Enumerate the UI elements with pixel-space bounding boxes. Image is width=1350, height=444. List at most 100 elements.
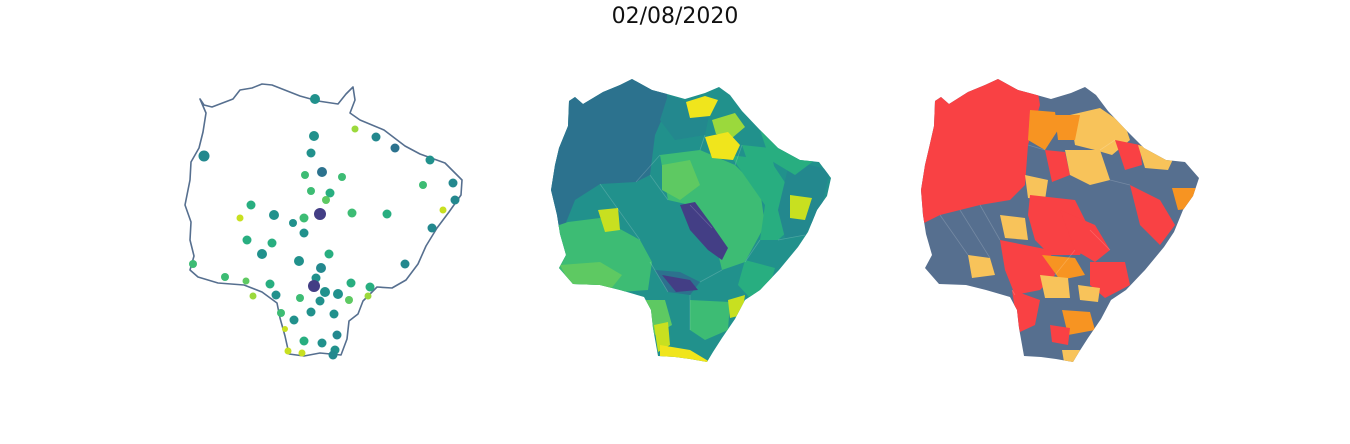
map-dot [371,132,381,142]
map-dot [221,273,229,281]
figure-title: 02/08/2020 [611,4,739,29]
map-dot [322,196,330,204]
map-dot [306,148,316,158]
map-dot [324,249,334,259]
map-dot [308,280,320,292]
map-dot [242,235,252,245]
map-dot [265,279,275,289]
region-center-green [662,160,700,200]
cat-region-center-red-2 [1060,210,1110,262]
map-dot [316,263,326,273]
map-dot [317,338,327,348]
map-dot [351,125,359,133]
map-dot [325,188,335,198]
map-dot [345,296,353,304]
cat-region-sw-yellow [968,255,995,278]
map-dot [338,173,346,181]
map-dot [289,315,299,325]
map-dot [277,309,285,317]
cat-region-north-orange-2 [1055,115,1080,140]
map-dot [314,208,326,220]
map-dot [332,330,342,340]
map-dot [320,287,330,297]
cat-region-south-yellow [1040,275,1070,298]
map-dot [269,210,279,220]
map-dot [390,143,400,153]
region-south-green-2 [690,300,730,340]
cat-region-bottom-orange [1062,310,1095,335]
map-dot [298,349,306,357]
map-dot [310,94,320,104]
map-dot [315,296,325,306]
map-dot [236,214,244,222]
map-dot [257,249,267,259]
cat-region-tip-yellow [1062,350,1080,362]
cat-region-ssw-red [1012,290,1040,332]
map-dot [329,309,339,319]
cat-region-south-orange [1042,255,1085,280]
region-east-yellow [790,195,812,220]
map-dot [346,278,356,288]
map-dot [439,206,447,214]
cat-region-ne-yellow [1138,145,1175,170]
map-dot [317,167,327,177]
cat-region-se-red [1090,262,1130,298]
region-south-yellow-1 [654,322,670,352]
map-dot [450,195,460,205]
cat-region-center-yellow [1065,150,1110,185]
cat-region-mid-yellow [1000,215,1028,240]
map-dot [246,200,256,210]
map-dot [249,292,257,300]
map-dot [382,209,392,219]
map-dot [189,260,197,268]
region-north-yellow [686,96,718,118]
cat-region-north-red [1045,150,1070,182]
map-dot [299,213,309,223]
dot-layer [189,94,460,360]
cat-region-west-red [921,79,1040,230]
cat-region-north-orange [1028,110,1058,150]
map-dot [427,223,437,233]
region-southwest-edge [560,262,622,290]
cat-region-north-yellow [1070,108,1130,155]
cat-region-left-yellow [1025,175,1048,200]
cat-region-east-red [1130,185,1175,245]
map-dot [299,228,309,238]
map-dot [242,277,250,285]
map-dot [364,292,372,300]
cat-region-bottom-red [1050,325,1070,345]
cat-municipal-borders [939,139,1131,296]
map-dot [289,219,297,227]
region-center-purple [680,202,728,260]
region-west-yellow [598,208,620,232]
map-dot [307,187,315,195]
cat-region-se-yellow [1078,285,1100,302]
map-dot [198,150,210,162]
map-dot [284,347,292,355]
map-dot [448,178,458,188]
map-dot [271,290,281,300]
region-north-east-1 [742,145,775,175]
map-dot [333,289,343,299]
map-dot [419,181,427,189]
region-north-yellow-2 [705,132,740,160]
map-dot [306,307,316,317]
map-dot [282,326,288,332]
map-dot [400,259,410,269]
map-dot [425,155,435,165]
region-southeast [738,260,775,298]
region-south-purple [662,275,698,292]
cat-region-south-red [1000,240,1055,295]
map-dot [309,131,319,141]
map-dot [347,208,357,218]
map-dot [267,238,277,248]
map-dot [328,350,338,360]
map-dot [296,294,304,302]
cat-region-ne-red [1115,140,1142,170]
map-dot [365,282,375,292]
map-dot [299,336,309,346]
map-dot [301,171,309,179]
